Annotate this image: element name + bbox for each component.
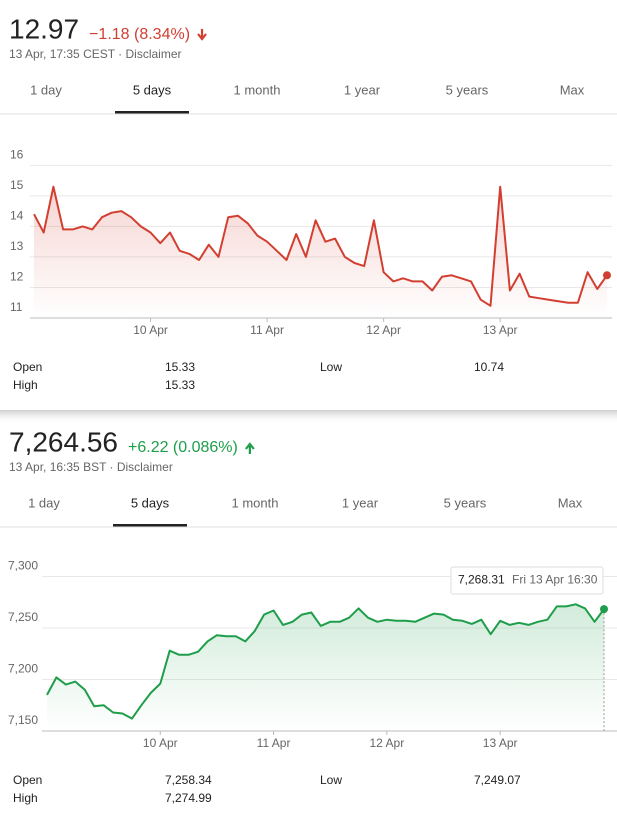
- x-tick-label: 10 Apr: [143, 736, 178, 750]
- timestamp: 13 Apr, 16:35 BST · Disclaimer: [9, 460, 173, 474]
- x-tick-label: 13 Apr: [483, 323, 518, 337]
- y-tick-label: 14: [10, 209, 24, 223]
- tooltip: 7,268.31 Fri 13 Apr 16:30: [450, 566, 604, 595]
- stat-value: 7,249.07: [474, 773, 521, 787]
- range-tab[interactable]: 1 year: [342, 495, 379, 510]
- y-tick-label: 13: [10, 239, 24, 253]
- y-tick-label: 7,150: [8, 713, 38, 727]
- y-tick-label: 12: [10, 270, 24, 284]
- price-line: [46, 603, 605, 720]
- price: 7,264.56: [9, 426, 118, 457]
- tooltip-box: [450, 566, 604, 595]
- price: 12.97: [9, 13, 79, 44]
- y-tick-label: 11: [10, 300, 23, 314]
- price-line: [33, 185, 608, 307]
- timestamp: 13 Apr, 17:35 CEST · Disclaimer: [9, 47, 182, 61]
- stat-label: High: [13, 791, 38, 805]
- area-fill: [34, 186, 607, 318]
- stat-label: Open: [13, 773, 42, 787]
- stat-value: 15.33: [165, 378, 195, 392]
- stat-value: 10.74: [474, 360, 504, 374]
- range-tab[interactable]: 5 years: [444, 495, 487, 510]
- stat-label: Low: [320, 360, 342, 374]
- y-tick-label: 7,250: [8, 610, 38, 624]
- x-tick-label: 11 Apr: [257, 736, 291, 750]
- range-tab[interactable]: 1 year: [344, 82, 381, 97]
- range-tab[interactable]: 5 years: [446, 82, 489, 97]
- stat-label: High: [13, 378, 38, 392]
- range-tab[interactable]: 5 days: [131, 495, 170, 510]
- area-fill: [47, 604, 604, 731]
- price-change: −1.18 (8.34%): [89, 26, 190, 43]
- tab-indicator: [113, 524, 187, 527]
- stat-label: Low: [320, 773, 342, 787]
- y-tick-label: 7,200: [8, 662, 38, 676]
- x-tick-label: 10 Apr: [133, 323, 168, 337]
- range-tab[interactable]: Max: [560, 82, 585, 97]
- price-change: +6.22 (0.086%): [128, 439, 238, 456]
- change-arrow: [197, 29, 207, 41]
- stat-value: 7,274.99: [165, 791, 212, 805]
- last-point: [603, 271, 611, 280]
- card-shadow: [0, 410, 617, 424]
- x-tick-label: 12 Apr: [370, 736, 405, 750]
- tooltip-value: 7,268.31: [458, 573, 505, 587]
- range-tab[interactable]: Max: [558, 495, 583, 510]
- range-tab[interactable]: 1 month: [232, 495, 279, 510]
- y-tick-label: 7,300: [8, 559, 38, 573]
- stat-label: Open: [13, 360, 42, 374]
- range-tab[interactable]: 1 day: [28, 495, 60, 510]
- range-tab[interactable]: 1 month: [234, 82, 281, 97]
- y-tick-label: 15: [10, 178, 24, 192]
- x-tick-label: 13 Apr: [483, 736, 518, 750]
- stat-value: 7,258.34: [165, 773, 212, 787]
- last-point: [600, 605, 608, 614]
- stat-value: 15.33: [165, 360, 195, 374]
- change-arrow: [245, 442, 255, 454]
- y-tick-label: 16: [10, 147, 24, 161]
- range-tab[interactable]: 5 days: [133, 82, 172, 97]
- tab-indicator: [115, 111, 189, 114]
- tooltip-time: Fri 13 Apr 16:30: [512, 573, 598, 587]
- range-tab[interactable]: 1 day: [30, 82, 62, 97]
- x-tick-label: 11 Apr: [250, 323, 284, 337]
- x-tick-label: 12 Apr: [366, 323, 401, 337]
